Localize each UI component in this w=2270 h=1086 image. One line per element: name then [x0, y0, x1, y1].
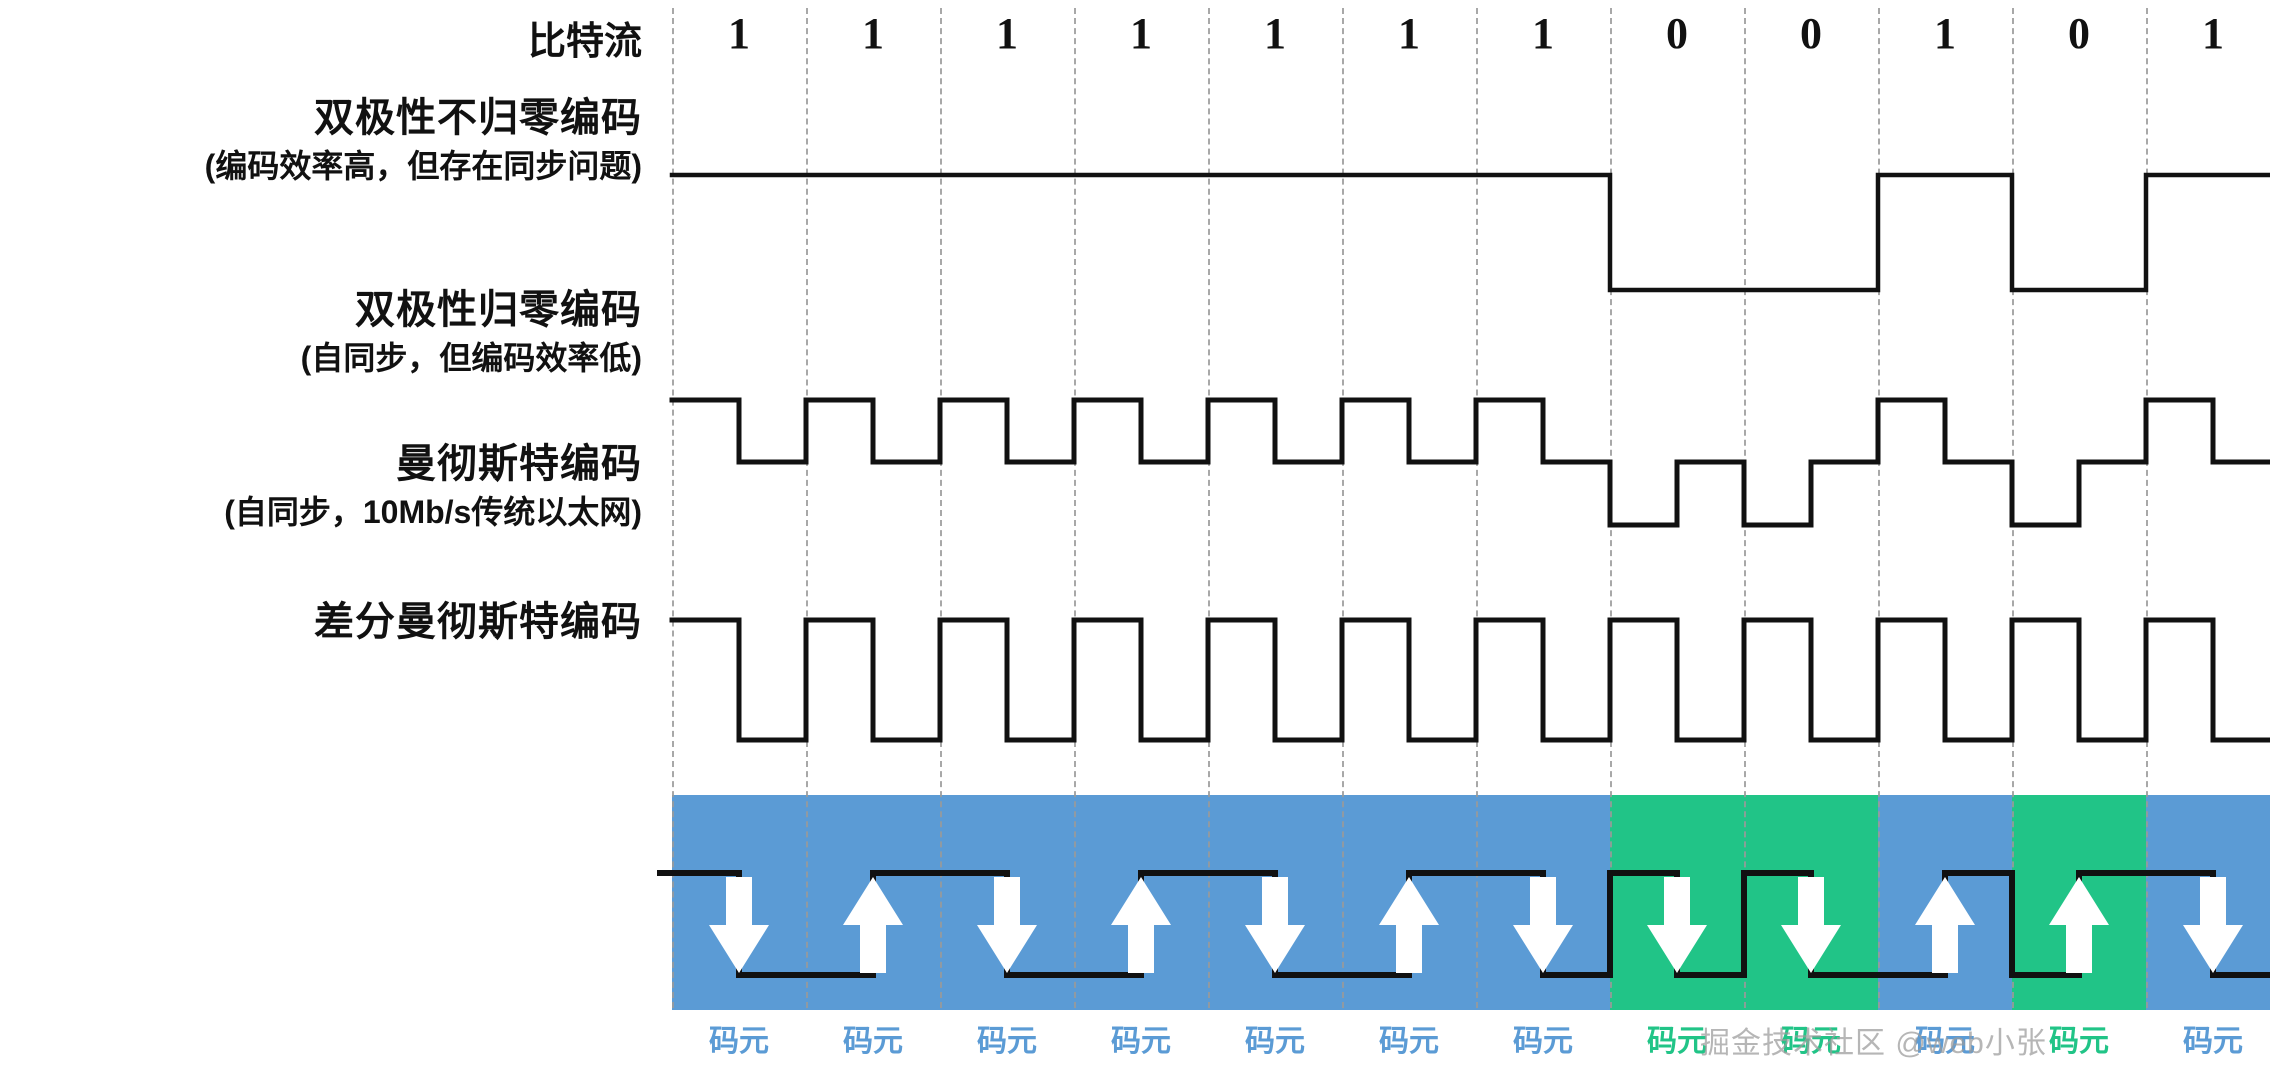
- grid-line: [1878, 8, 1880, 1008]
- bit-value: 0: [1800, 9, 1822, 58]
- bit-value: 1: [1934, 9, 1956, 58]
- bit-value: 1: [1130, 9, 1152, 58]
- row-title-nrz: 双极性不归零编码: [314, 96, 642, 140]
- code-element-row: 码元 码元 码元 码元 码元 码元 码元 码元 码元 码元 码元 码元: [660, 1012, 2270, 1086]
- bit-value: 1: [1532, 9, 1554, 58]
- arrow-down-icon: [2183, 877, 2243, 973]
- bit-value: 1: [996, 9, 1018, 58]
- grid-line: [940, 8, 942, 1008]
- code-element-label: 码元: [2183, 1025, 2243, 1058]
- bit-value: 1: [2202, 9, 2224, 58]
- code-element-label: 码元: [843, 1025, 903, 1058]
- code-element-label: 码元: [1245, 1025, 1305, 1058]
- grid-line: [1476, 8, 1478, 1008]
- row-title-diff-manchester: 差分曼彻斯特编码: [314, 600, 642, 644]
- grid-line: [1074, 8, 1076, 1008]
- code-element-label: 码元: [1647, 1025, 1707, 1058]
- grid-line: [1208, 8, 1210, 1008]
- arrow-down-icon: [1513, 877, 1573, 973]
- waveform-nrz: [669, 172, 2270, 293]
- row-label-rz: 双极性归零编码 (自同步，但编码效率低): [301, 288, 642, 377]
- row-label-diff-manchester: 差分曼彻斯特编码: [314, 600, 642, 645]
- arrow-down-icon: [977, 877, 1037, 973]
- bit-value: 0: [2068, 9, 2090, 58]
- row-label-manchester: 曼彻斯特编码 (自同步，10Mb/s传统以太网): [224, 442, 642, 531]
- arrow-down-icon: [1245, 877, 1305, 973]
- grid-line: [1342, 8, 1344, 1008]
- code-element-label: 码元: [1781, 1025, 1841, 1058]
- arrow-up-icon: [1379, 877, 1439, 973]
- code-element-label: 码元: [1379, 1025, 1439, 1058]
- row-subtitle-manchester: (自同步，10Mb/s传统以太网): [224, 493, 642, 530]
- watermark: 掘金技术社区 @web小张: [1700, 1027, 2047, 1060]
- code-element-label: 码元: [977, 1025, 1037, 1058]
- bit-value: 1: [728, 9, 750, 58]
- arrow-up-icon: [1111, 877, 1171, 973]
- code-element-label: 码元: [1111, 1025, 1171, 1058]
- waveform-diff-manchester: [657, 870, 2270, 978]
- code-element-label: 码元: [2049, 1025, 2109, 1058]
- row-subtitle-rz: (自同步，但编码效率低): [300, 339, 642, 376]
- arrow-up-icon: [2049, 877, 2109, 973]
- bit-value: 0: [1666, 9, 1688, 58]
- bit-value: 1: [862, 9, 884, 58]
- row-label-column: 比特流 双极性不归零编码 (编码效率高，但存在同步问题) 双极性归零编码 (自同…: [0, 0, 660, 1086]
- waveform-rz: [669, 397, 2270, 528]
- row-title-manchester: 曼彻斯特编码: [396, 442, 642, 486]
- row-label-nrz: 双极性不归零编码 (编码效率高，但存在同步问题): [205, 96, 642, 185]
- grid-line: [806, 8, 808, 1008]
- bitstream-label: 比特流: [527, 21, 642, 63]
- arrow-down-icon: [709, 877, 769, 973]
- waveforms: [657, 172, 2270, 978]
- arrow-up-icon: [1915, 877, 1975, 973]
- arrow-down-icon: [1647, 877, 1707, 973]
- arrow-up-icon: [843, 877, 903, 973]
- grid-line: [2146, 8, 2148, 1008]
- waveform-plot: 1 1 1 1 1 1 1 0 0 1 0 1 码元 码元 码元 码元 码元 码元 码元 码元 码元 码元 码元 码元: [657, 0, 2270, 1086]
- grid-line: [672, 8, 674, 1008]
- arrow-down-icon: [1781, 877, 1841, 973]
- row-subtitle-nrz: (编码效率高，但存在同步问题): [204, 147, 642, 184]
- row-title-rz: 双极性归零编码: [355, 288, 642, 332]
- bitstream-row: 1 1 1 1 1 1 1 0 0 1 0 1: [660, 8, 2270, 82]
- code-element-label: 码元: [1915, 1025, 1975, 1058]
- waveform-manchester: [669, 617, 2270, 743]
- code-element-label: 码元: [1513, 1025, 1573, 1058]
- bit-value: 1: [1264, 9, 1286, 58]
- code-element-label: 码元: [709, 1025, 769, 1058]
- bit-value: 1: [1398, 9, 1420, 58]
